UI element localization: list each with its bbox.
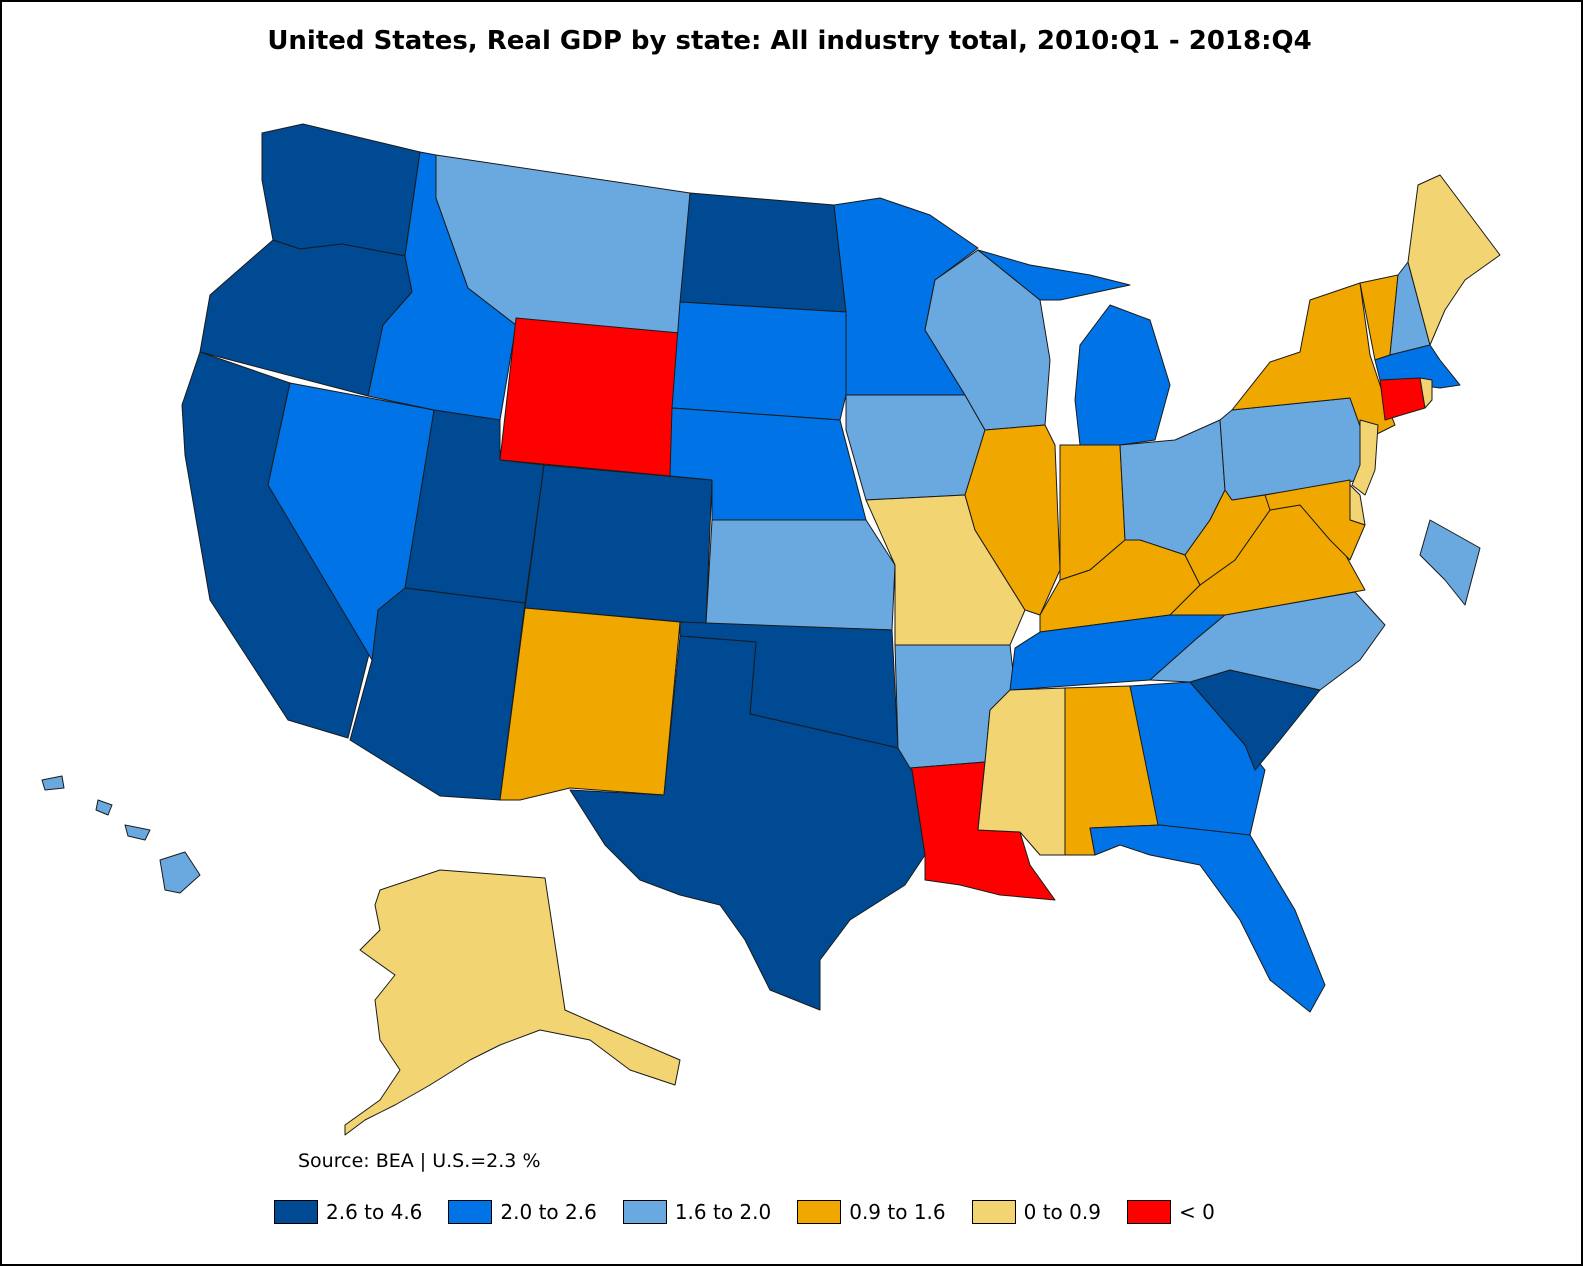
legend-item: 2.6 to 4.6 <box>274 1200 422 1224</box>
state-NC[interactable] <box>1149 591 1386 691</box>
legend-swatch <box>797 1200 842 1224</box>
legend-item: 1.6 to 2.0 <box>622 1200 772 1224</box>
legend-swatch <box>1126 1200 1171 1224</box>
state-MI[interactable] <box>977 249 1171 446</box>
state-AZ[interactable] <box>349 587 526 801</box>
state-ND[interactable] <box>679 192 847 313</box>
legend-swatch <box>622 1200 667 1224</box>
state-WA[interactable] <box>261 123 421 257</box>
state-KS[interactable] <box>705 519 896 631</box>
legend-item: 0.9 to 1.6 <box>797 1200 946 1224</box>
map-title: United States, Real GDP by state: All in… <box>267 26 1312 56</box>
state-WY[interactable] <box>499 317 681 477</box>
state-MD[interactable] <box>1264 479 1366 561</box>
legend-label: 2.0 to 2.6 <box>500 1200 597 1224</box>
legend: 2.6 to 4.6 2.0 to 2.6 1.6 to 2.0 0.9 to … <box>274 1196 1241 1228</box>
legend-item: 0 to 0.9 <box>971 1200 1101 1224</box>
legend-swatch <box>971 1200 1016 1224</box>
map-source-note: Source: BEA | U.S.=2.3 % <box>298 1150 541 1172</box>
state-IA[interactable] <box>845 394 986 501</box>
legend-item: 2.0 to 2.6 <box>448 1200 597 1224</box>
legend-label: 0 to 0.9 <box>1023 1200 1101 1224</box>
state-ME[interactable] <box>1407 174 1501 346</box>
state-AK[interactable] <box>344 869 681 1136</box>
state-SD[interactable] <box>671 301 847 421</box>
state-RI[interactable] <box>1419 377 1433 409</box>
state-HI[interactable] <box>41 775 201 894</box>
legend-label: < 0 <box>1178 1200 1215 1224</box>
state-NJ[interactable] <box>1351 419 1379 496</box>
legend-item: < 0 <box>1126 1200 1215 1224</box>
state-MS[interactable] <box>977 687 1066 856</box>
state-NM[interactable] <box>499 607 681 801</box>
legend-swatch <box>274 1200 318 1224</box>
state-CO[interactable] <box>524 464 713 625</box>
legend-label: 2.6 to 4.6 <box>326 1200 423 1224</box>
state-TX[interactable] <box>569 635 926 1011</box>
legend-label: 0.9 to 1.6 <box>849 1200 946 1224</box>
legend-swatch <box>448 1200 493 1224</box>
state-FL[interactable] <box>1089 824 1326 1013</box>
state-DC[interactable] <box>1419 519 1481 606</box>
state-CT[interactable] <box>1379 377 1426 421</box>
legend-label: 1.6 to 2.0 <box>674 1200 772 1224</box>
